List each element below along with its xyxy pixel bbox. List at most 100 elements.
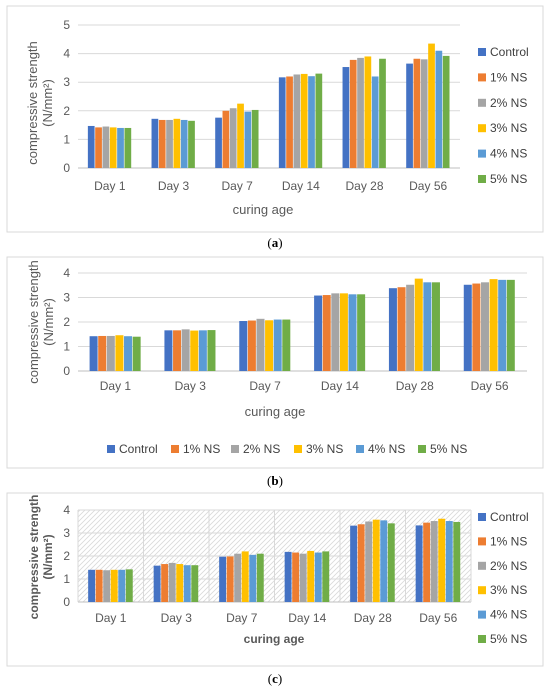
bar — [300, 73, 308, 168]
y-tick-label: 3 — [63, 75, 70, 89]
chart-a: 0 1 2 3 4 5 Day 1 Day 3 Day 7 Day 14 Day 28 Day 56… — [6, 5, 544, 233]
legend-swatch — [478, 635, 486, 643]
bar — [117, 127, 124, 168]
bar — [124, 127, 132, 168]
y-tick-label: 4 — [63, 47, 70, 61]
bar — [173, 118, 181, 168]
x-tick-label: Day 56 — [419, 611, 457, 625]
bar — [118, 569, 126, 602]
bar — [219, 556, 227, 602]
bar — [286, 76, 293, 168]
legend-swatch — [478, 124, 486, 133]
x-tick-label: Day 1 — [100, 379, 132, 393]
bar — [463, 284, 472, 371]
bar — [226, 556, 234, 602]
bar — [331, 293, 340, 371]
legend-swatch — [418, 445, 426, 453]
chart-b-bars — [89, 278, 515, 372]
bar — [164, 330, 173, 371]
bar — [181, 329, 190, 371]
legend-label: Control — [119, 442, 158, 456]
bar — [413, 58, 421, 168]
chart-a-x-label: curing age — [233, 202, 294, 217]
legend-swatch — [107, 445, 115, 453]
bar — [87, 125, 95, 168]
bar — [435, 50, 443, 168]
chart-c-legend: Control 1% NS 2% NS 3% NS 4% NS 5% NS — [478, 510, 529, 646]
bar — [183, 565, 191, 602]
bar — [153, 565, 161, 602]
chart-c-gridlines — [77, 509, 472, 603]
bar — [190, 330, 199, 371]
legend-swatch — [478, 610, 486, 619]
chart-b-y-ticks: 0 1 2 3 4 — [63, 266, 70, 378]
bar — [445, 521, 453, 602]
chart-c-x-ticks: Day 1 Day 3 Day 7 Day 14 Day 28 Day 56 — [95, 611, 458, 625]
bar — [237, 103, 244, 168]
chart-a-frame — [6, 5, 544, 233]
bar — [207, 330, 216, 371]
bar — [472, 283, 481, 371]
bar — [480, 282, 489, 371]
bar — [314, 295, 323, 371]
chart-b-x-ticks: Day 1 Day 3 Day 7 Day 14 Day 28 Day 56 — [100, 379, 509, 393]
bar — [249, 554, 257, 602]
bar — [431, 282, 440, 371]
caption-b: (b) — [267, 473, 283, 488]
y-tick-label: 0 — [63, 364, 70, 378]
x-tick-label: Day 1 — [94, 179, 126, 193]
bar — [498, 279, 507, 371]
bar — [430, 521, 438, 602]
legend-label: 1% NS — [490, 70, 527, 84]
legend-swatch — [356, 445, 364, 453]
x-tick-label: Day 28 — [354, 611, 392, 625]
legend-label: 2% NS — [243, 442, 280, 456]
chart-a-y-ticks: 0 1 2 3 4 5 — [63, 18, 70, 175]
bar — [284, 551, 292, 602]
bar — [406, 63, 413, 168]
bar — [234, 553, 242, 602]
x-tick-label: Day 56 — [471, 379, 509, 393]
bar — [247, 320, 256, 371]
y-tick-label: 4 — [63, 266, 70, 280]
bar — [428, 43, 435, 169]
bar — [322, 551, 330, 602]
legend-swatch — [478, 561, 486, 570]
bar — [406, 284, 415, 371]
legend-label: 2% NS — [490, 559, 527, 573]
bar — [241, 551, 249, 602]
chart-a-gridlines — [78, 24, 460, 169]
chart-c-x-label: curing age — [244, 632, 305, 646]
bar — [322, 295, 331, 371]
legend-swatch — [478, 513, 486, 521]
bar — [265, 320, 274, 371]
bar — [98, 335, 107, 371]
y-tick-label: 1 — [63, 132, 70, 146]
bar — [371, 76, 379, 168]
bar — [244, 111, 252, 168]
bar — [180, 119, 188, 168]
chart-b-x-label: curing age — [245, 404, 306, 419]
bar — [357, 524, 365, 602]
y-tick-label: 1 — [63, 572, 70, 586]
chart-b-y-unit: (N/mm²) — [41, 298, 56, 346]
legend-label: 3% NS — [490, 121, 527, 135]
bar — [251, 109, 259, 168]
bar — [372, 519, 380, 602]
bar — [95, 127, 102, 168]
bar — [397, 287, 406, 371]
bar — [256, 553, 264, 602]
bar — [161, 564, 169, 602]
bar — [110, 569, 118, 602]
bar — [89, 336, 98, 371]
bar — [158, 119, 166, 168]
bar — [188, 120, 195, 168]
bar — [342, 67, 350, 168]
bar — [88, 569, 96, 602]
bar — [387, 523, 395, 602]
legend-swatch — [478, 73, 486, 82]
y-tick-label: 1 — [63, 340, 70, 354]
chart-a-x-ticks: Day 1 Day 3 Day 7 Day 14 Day 28 Day 56 — [94, 179, 447, 193]
bar — [124, 336, 133, 371]
